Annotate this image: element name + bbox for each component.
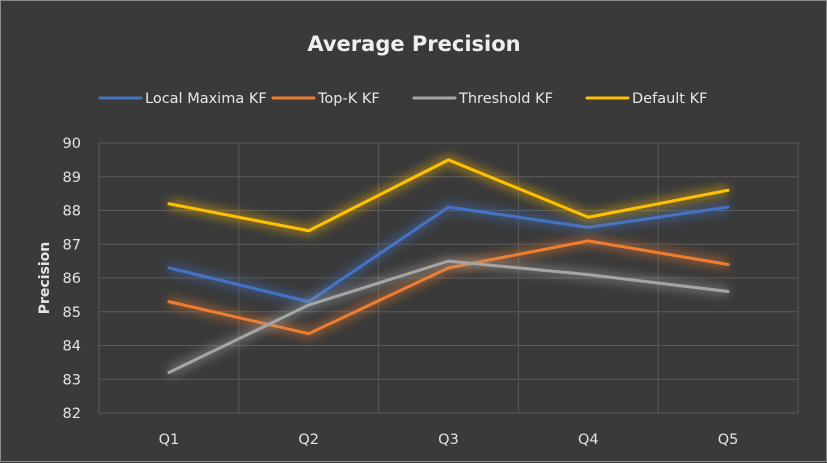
y-tick-label: 87 xyxy=(63,237,81,253)
y-tick-label: 82 xyxy=(63,406,81,422)
chart-title: Average Precision xyxy=(307,32,520,56)
y-tick-label: 86 xyxy=(63,271,81,287)
y-axis-label: Precision xyxy=(37,242,53,314)
legend-entry: Top-K KF xyxy=(317,91,380,107)
legend: Local Maxima KF Top-K KF Threshold KF Defau… xyxy=(98,91,707,107)
legend-entry: Threshold KF xyxy=(458,91,553,107)
x-tick-label: Q2 xyxy=(298,432,319,448)
y-tick-label: 84 xyxy=(63,339,81,355)
x-tick-label: Q5 xyxy=(718,432,739,448)
legend-entry: Local Maxima KF xyxy=(145,91,267,107)
y-tick-label: 90 xyxy=(63,136,81,152)
series-line-1 xyxy=(167,205,730,304)
y-tick-label: 83 xyxy=(63,372,81,388)
x-axis-ticks: Q1 Q2 Q3 Q4 Q5 xyxy=(159,432,739,448)
series-line-3 xyxy=(167,259,730,374)
gridlines xyxy=(98,142,799,414)
y-tick-label: 85 xyxy=(63,305,81,321)
series-line-4 xyxy=(167,158,730,233)
series-line-2 xyxy=(167,239,730,336)
legend-entry: Default KF xyxy=(632,91,707,107)
y-tick-label: 88 xyxy=(63,204,81,220)
series-lines xyxy=(167,155,730,377)
x-tick-label: Q1 xyxy=(159,432,180,448)
x-tick-label: Q4 xyxy=(578,432,599,448)
x-tick-label: Q3 xyxy=(438,432,459,448)
y-tick-label: 89 xyxy=(63,170,81,186)
y-axis-ticks: 82 83 84 85 86 87 88 89 90 xyxy=(63,136,81,422)
